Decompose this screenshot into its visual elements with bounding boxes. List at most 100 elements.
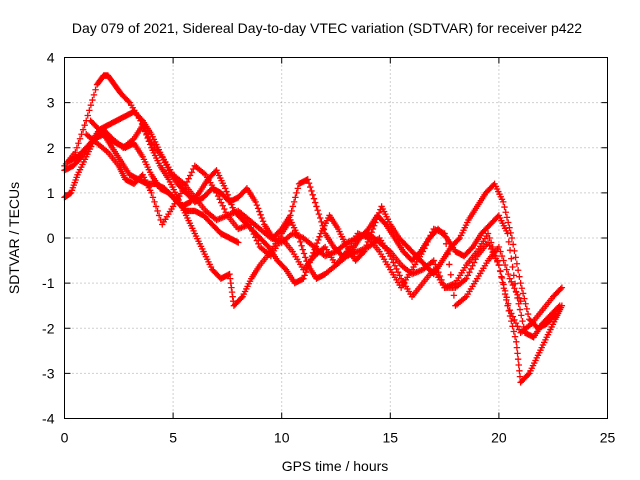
data-point xyxy=(216,196,223,203)
data-point xyxy=(500,257,507,264)
data-point xyxy=(467,265,475,273)
data-point xyxy=(394,268,402,276)
data-point xyxy=(148,189,155,197)
data-point xyxy=(225,194,233,202)
data-point xyxy=(511,333,519,340)
y-tick-label: 4 xyxy=(47,50,55,66)
data-point xyxy=(75,140,82,147)
data-point xyxy=(508,234,516,242)
data-point xyxy=(502,209,509,216)
data-point xyxy=(504,302,511,309)
data-point xyxy=(513,338,520,345)
data-point xyxy=(558,284,566,291)
data-point xyxy=(497,248,504,255)
data-point xyxy=(221,205,228,213)
data-point xyxy=(213,189,220,197)
data-point xyxy=(513,260,521,267)
data-point xyxy=(86,107,93,114)
data-point xyxy=(500,198,507,206)
data-point xyxy=(310,195,318,202)
data-point xyxy=(466,268,473,276)
data-point xyxy=(312,199,319,206)
data-point xyxy=(151,198,158,206)
data-point xyxy=(290,198,298,206)
data-point xyxy=(312,243,320,250)
data-point xyxy=(470,259,478,266)
data-point xyxy=(316,214,324,222)
data-point xyxy=(396,272,403,279)
data-point xyxy=(486,242,493,249)
data-point xyxy=(503,266,510,273)
data-point xyxy=(315,236,322,244)
data-point xyxy=(373,216,380,223)
data-point xyxy=(513,344,521,351)
data-point xyxy=(250,230,257,238)
data-point xyxy=(524,371,532,378)
data-point xyxy=(512,254,519,261)
data-point xyxy=(509,241,517,248)
data-point xyxy=(293,189,300,197)
data-point xyxy=(144,134,151,142)
data-point xyxy=(79,126,87,133)
data-point xyxy=(149,194,157,201)
data-point xyxy=(486,234,493,242)
data-point xyxy=(308,187,315,195)
data-point xyxy=(501,261,509,269)
data-point xyxy=(472,256,479,263)
data-point xyxy=(294,185,302,192)
data-point xyxy=(524,310,532,318)
data-point xyxy=(442,240,450,248)
data-point xyxy=(469,262,476,269)
data-point xyxy=(309,191,316,199)
data-point xyxy=(498,273,505,280)
data-point xyxy=(508,317,515,325)
data-point xyxy=(235,239,242,246)
data-point xyxy=(450,292,458,299)
data-point xyxy=(505,219,512,226)
data-point xyxy=(510,328,517,335)
data-point xyxy=(72,149,79,156)
data-point xyxy=(555,303,562,311)
data-point xyxy=(238,294,245,302)
data-point xyxy=(258,214,266,222)
data-point xyxy=(219,202,226,209)
data-point xyxy=(297,238,304,246)
data-point xyxy=(185,175,192,182)
axes: 0 5 10 15 20 25 -4 -3 -2 -1 0 1 2 3 4 xyxy=(42,50,615,446)
data-point xyxy=(152,203,160,210)
data-point xyxy=(519,317,526,325)
data-point xyxy=(154,207,161,215)
data-point xyxy=(87,102,95,109)
data-point xyxy=(222,185,229,192)
data-point xyxy=(505,238,513,246)
series-track-5 xyxy=(83,131,524,309)
data-point xyxy=(214,192,222,200)
data-point xyxy=(314,207,321,214)
data-point xyxy=(253,237,261,244)
y-tick-label: -3 xyxy=(42,365,55,381)
data-point xyxy=(369,225,377,233)
x-tick-label: 10 xyxy=(274,430,290,446)
data-point xyxy=(229,204,236,211)
data-point xyxy=(516,273,523,280)
y-tick-label: -1 xyxy=(42,275,55,291)
data-point xyxy=(368,228,375,236)
data-point xyxy=(84,112,91,119)
data-point xyxy=(305,180,313,187)
data-point xyxy=(299,246,306,253)
data-point xyxy=(375,209,383,217)
data-point xyxy=(145,138,153,145)
data-point xyxy=(183,178,191,186)
data-point xyxy=(298,242,305,249)
data-point xyxy=(257,211,264,218)
data-point xyxy=(313,239,321,247)
grid xyxy=(64,57,608,419)
data-point xyxy=(254,205,262,212)
data-point xyxy=(307,183,314,191)
data-point xyxy=(361,248,368,255)
data-point xyxy=(249,227,256,235)
data-point xyxy=(393,265,400,273)
data-point xyxy=(507,229,514,237)
data-point xyxy=(449,281,456,289)
data-point xyxy=(304,176,311,183)
